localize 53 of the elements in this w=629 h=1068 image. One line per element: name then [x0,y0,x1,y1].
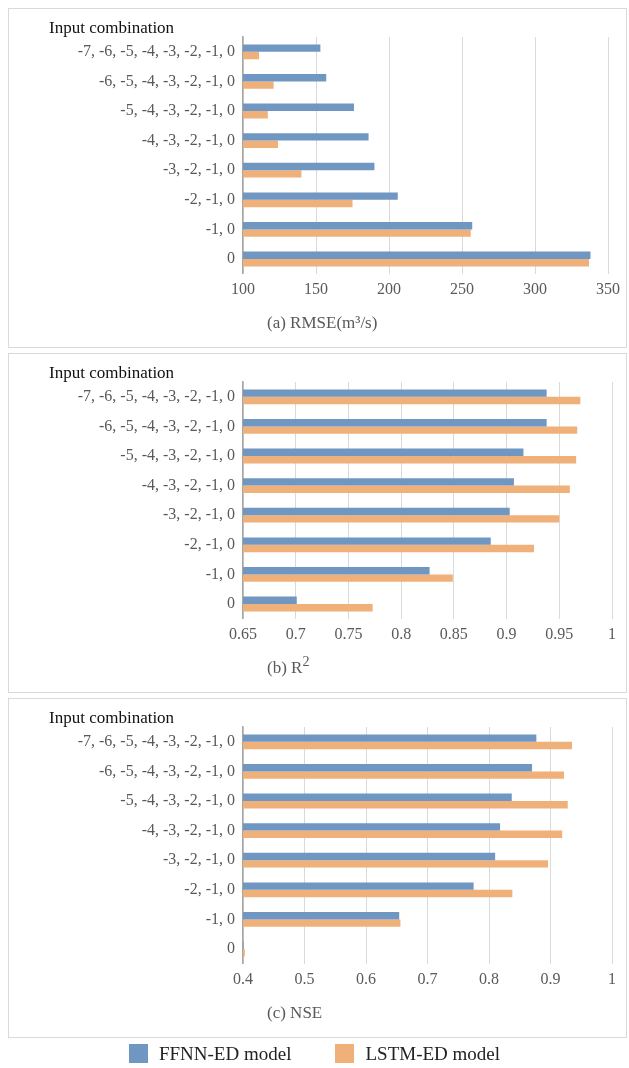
y-tick-label: -5, -4, -3, -2, -1, 0 [120,446,235,464]
x-tick-label: 150 [304,279,328,297]
x-tick-label: 0.85 [439,624,468,642]
y-tick-label: -2, -1, 0 [184,190,235,207]
y-tick-label: -1, 0 [205,909,235,927]
x-tick-label: 0.5 [294,969,315,987]
x-tick-label: 0.8 [391,624,412,642]
legend-label: LSTM-ED model [364,1043,501,1065]
y-tick-label: -3, -2, -1, 0 [163,505,235,523]
x-tick-label: 0.95 [545,624,574,642]
x-tick-label: 0.8 [479,969,499,987]
y-tick-label: -7, -6, -5, -4, -3, -2, -1, 0 [77,732,235,749]
y-tick-label: -6, -5, -4, -3, -2, -1, 0 [99,761,235,779]
y-tick-label: 0 [227,249,235,267]
x-tick-label: 0.4 [233,969,253,987]
y-tick-label: -1, 0 [205,564,235,582]
y-axis-title: Input combination [49,363,175,383]
y-tick-label: -7, -6, -5, -4, -3, -2, -1, 0 [77,387,235,404]
x-axis-title: (a) RMSE(m³/s) [266,313,379,333]
x-tick-label: 0.7 [285,624,306,642]
y-tick-label: 0 [227,939,235,957]
y-tick-label: -2, -1, 0 [184,535,235,552]
y-tick-label: -1, 0 [205,219,235,237]
y-tick-label: -4, -3, -2, -1, 0 [141,475,235,493]
x-tick-label: 100 [231,279,255,297]
y-tick-label: -5, -4, -3, -2, -1, 0 [120,101,235,119]
x-tick-label: 0.65 [229,624,257,642]
y-tick-label: -3, -2, -1, 0 [163,160,235,178]
x-tick-label: 0.75 [334,624,363,642]
x-tick-label: 200 [377,279,401,297]
legend-label: FFNN-ED model [157,1043,292,1065]
x-tick-label: 1 [608,624,616,642]
y-axis-title: Input combination [49,708,175,728]
x-tick-label: 0.9 [496,624,517,642]
x-axis-title: (b) R$^{2}$ [266,653,311,678]
y-tick-label: 0 [227,594,235,612]
x-axis-title: (c) NSE [266,1003,324,1023]
x-tick-label: 0.6 [356,969,376,987]
x-tick-label: 350 [596,279,620,297]
y-axis-title: Input combination [49,18,175,38]
x-tick-label: 250 [450,279,474,297]
y-tick-label: -6, -5, -4, -3, -2, -1, 0 [99,416,235,434]
x-tick-label: 1 [608,969,616,987]
y-tick-label: -4, -3, -2, -1, 0 [141,130,235,148]
y-tick-label: -6, -5, -4, -3, -2, -1, 0 [99,71,235,89]
x-tick-label: 0.7 [417,969,438,987]
y-tick-label: -4, -3, -2, -1, 0 [141,820,235,838]
y-tick-label: -5, -4, -3, -2, -1, 0 [120,791,235,809]
x-tick-label: 0.9 [540,969,561,987]
y-tick-label: -2, -1, 0 [184,880,235,897]
y-tick-label: -7, -6, -5, -4, -3, -2, -1, 0 [77,42,235,59]
y-tick-label: -3, -2, -1, 0 [163,850,235,868]
x-tick-label: 300 [523,279,547,297]
